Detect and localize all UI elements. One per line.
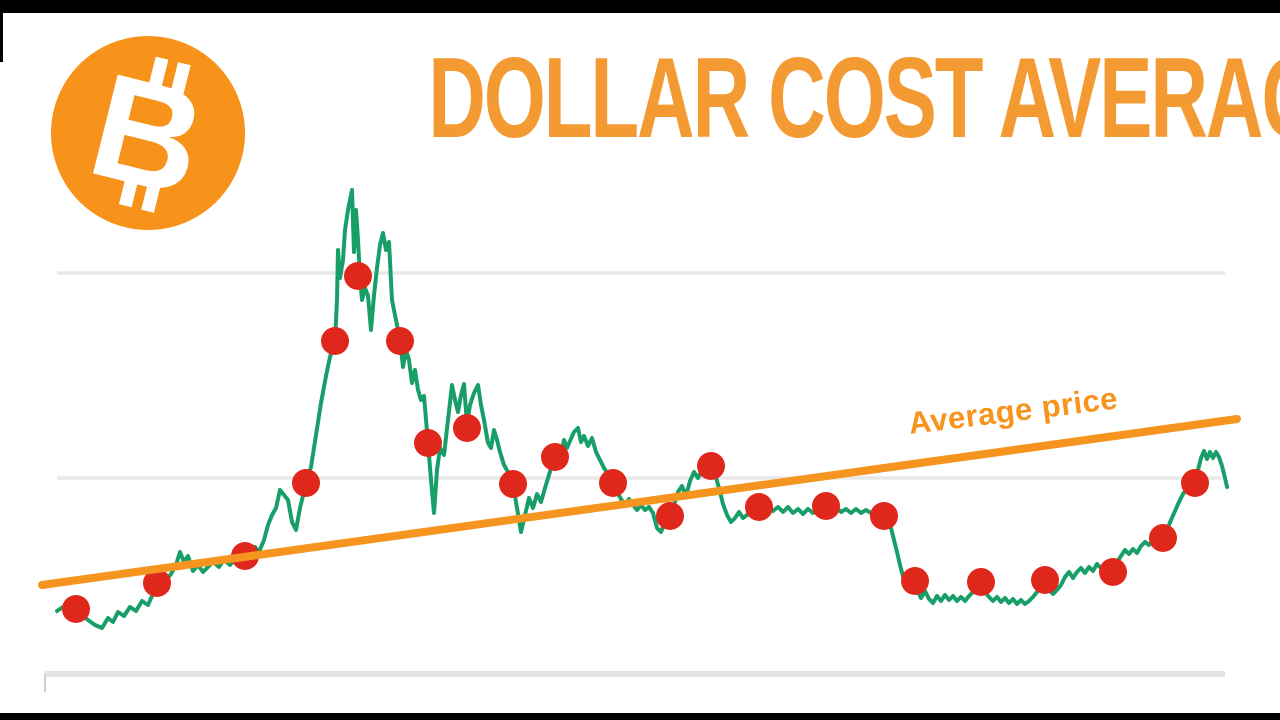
dca-buy-dots [62,262,1209,623]
letterbox-bottom [0,713,1280,720]
buy-dot [901,567,929,595]
buy-dot [499,470,527,498]
average-price-label: Average price [907,381,1120,441]
buy-dot [62,595,90,623]
buy-dot [1181,469,1209,497]
buy-dot [386,327,414,355]
buy-dot [870,502,898,530]
buy-dot [1099,558,1127,586]
buy-dot [453,414,481,442]
buy-dot [697,452,725,480]
buy-dot [292,469,320,497]
bitcoin-logo-icon: B [51,36,245,230]
buy-dot [1031,566,1059,594]
letterbox-top [0,0,1280,13]
buy-dot [541,443,569,471]
buy-dot [321,327,349,355]
buy-dot [1149,524,1177,552]
buy-dot [656,502,684,530]
buy-dot [344,262,372,290]
bitcoin-coin-circle [51,36,245,230]
buy-dot [967,568,995,596]
buy-dot [745,493,773,521]
letterbox-left-edge [0,0,3,62]
average-price-line [38,415,1241,589]
buy-dot [414,429,442,457]
buy-dot [812,492,840,520]
gridlines [57,271,1225,480]
buy-dot [599,469,627,497]
buy-dot [143,569,171,597]
